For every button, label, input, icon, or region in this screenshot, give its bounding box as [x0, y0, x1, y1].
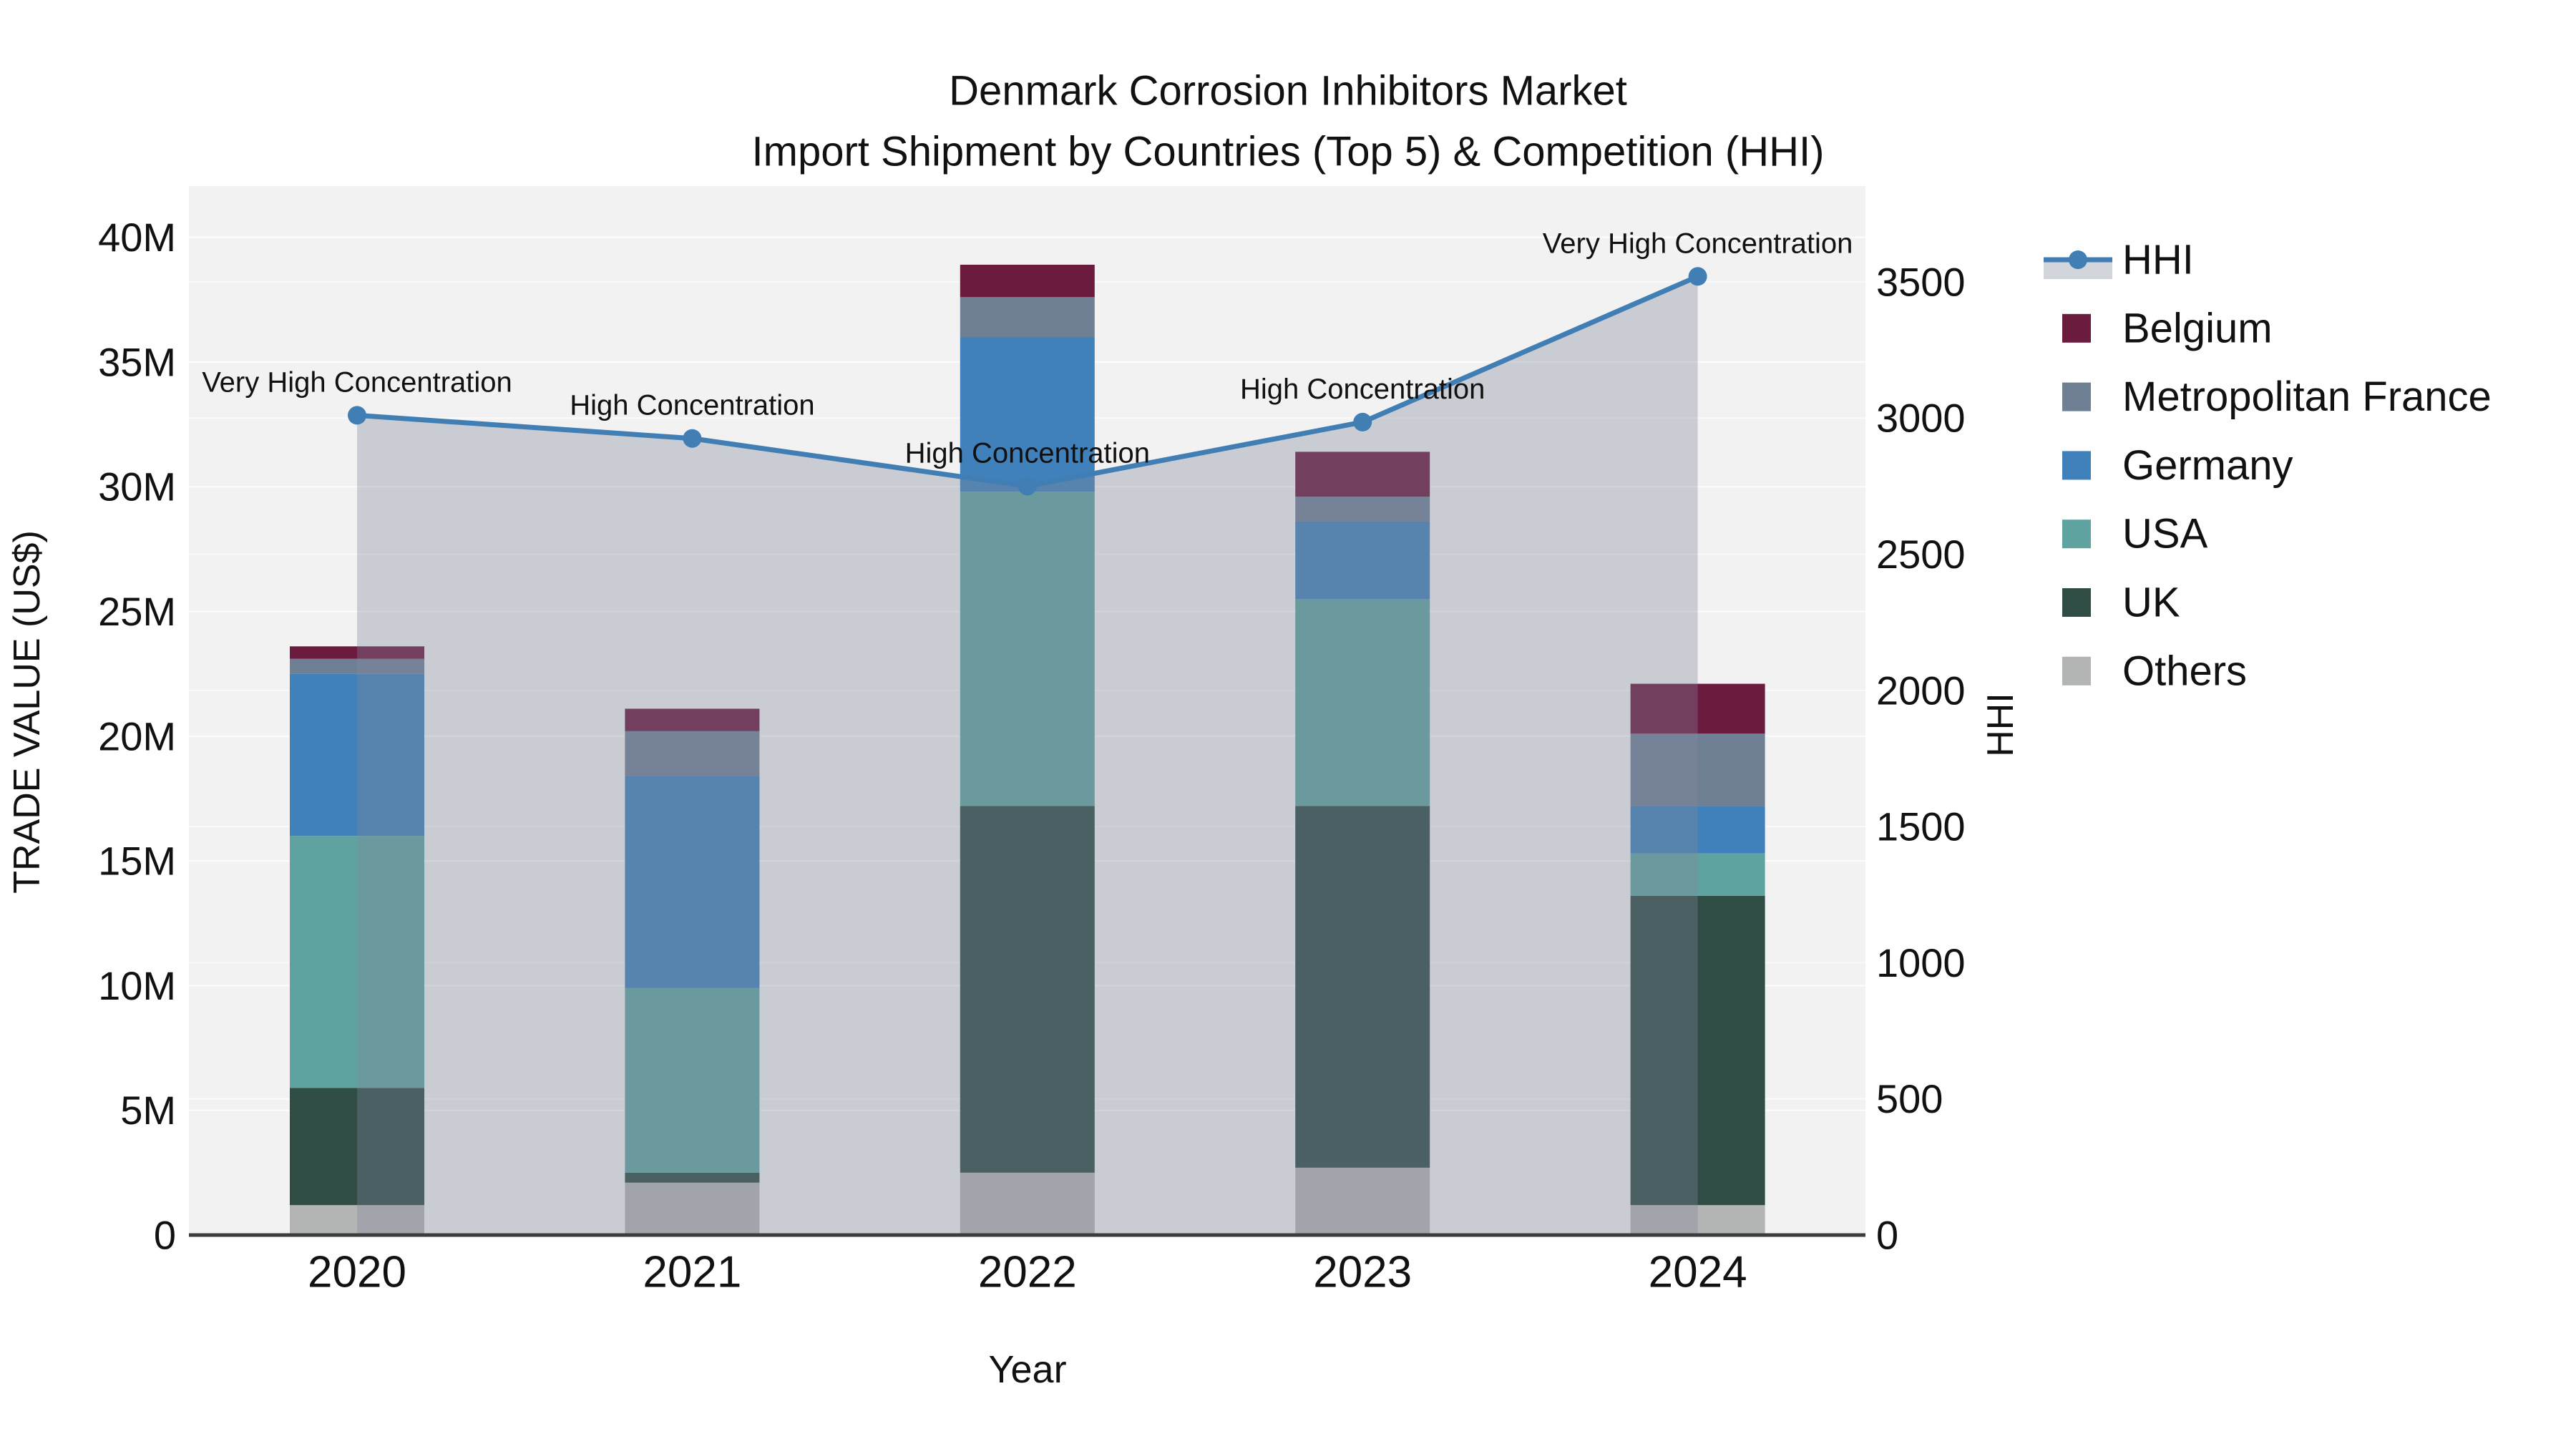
legend-label: USA — [2122, 511, 2208, 557]
hhi-point-marker-2020[interactable] — [348, 406, 366, 425]
bar-segment-2022-uk[interactable] — [960, 806, 1095, 1173]
bar-segment-2023-others[interactable] — [1295, 1167, 1430, 1235]
y-right-tick-label: 1500 — [1876, 804, 1966, 849]
legend-item-others[interactable]: Others — [2062, 648, 2247, 694]
bar-segment-2020-metropolitan-france[interactable] — [290, 658, 424, 674]
bar-segment-2022-usa[interactable] — [960, 492, 1095, 806]
hhi-annotation-2022: High Concentration — [905, 437, 1150, 469]
legend-layer: HHI Belgium Metropolitan France Germany USA U… — [2044, 237, 2492, 694]
bar-segment-2024-germany[interactable] — [1630, 806, 1765, 854]
bar-segment-2022-belgium[interactable] — [960, 264, 1095, 298]
y-right-axis-title: HHI — [1980, 693, 2021, 757]
hhi-area — [357, 276, 1698, 1236]
x-axis-title: Year — [988, 1348, 1066, 1391]
hhi-point-marker-2024[interactable] — [1688, 267, 1707, 286]
bar-segment-2023-metropolitan-france[interactable] — [1295, 497, 1430, 522]
bar-segment-2021-germany[interactable] — [625, 776, 760, 988]
bar-segment-2020-others[interactable] — [290, 1205, 424, 1235]
bar-segment-2023-germany[interactable] — [1295, 522, 1430, 600]
axes-layer: 0 5M 10M 15M 20M 25M 30M 35M 40M 0 500 1000 1500 2000… — [98, 215, 1966, 1297]
bar-segment-2022-metropolitan-france[interactable] — [960, 297, 1095, 338]
annotations-layer: Very High Concentration High Concentratio… — [202, 228, 1853, 469]
bar-segment-2023-uk[interactable] — [1295, 806, 1430, 1168]
legend-item-metropolitan-france[interactable]: Metropolitan France — [2062, 374, 2492, 420]
bar-segment-2020-uk[interactable] — [290, 1088, 424, 1206]
bar-segment-2020-belgium[interactable] — [290, 646, 424, 659]
hhi-annotation-2021: High Concentration — [570, 390, 814, 421]
legend-swatch — [2062, 656, 2091, 686]
legend-swatch — [2062, 451, 2091, 480]
bar-segment-2022-germany[interactable] — [960, 337, 1095, 492]
bar-segment-2020-usa[interactable] — [290, 836, 424, 1088]
hhi-point-marker-2023[interactable] — [1353, 412, 1372, 431]
bar-segment-2022-others[interactable] — [960, 1172, 1095, 1235]
bar-segment-2023-belgium[interactable] — [1295, 452, 1430, 497]
bar-segment-2024-belgium[interactable] — [1630, 683, 1765, 734]
legend-item-usa[interactable]: USA — [2062, 511, 2208, 557]
y-left-tick-label: 40M — [98, 215, 176, 260]
y-left-tick-label: 10M — [98, 963, 176, 1008]
x-tick-label-2023: 2023 — [1313, 1248, 1412, 1297]
legend-marker-dot-icon — [2069, 250, 2087, 269]
hhi-point-marker-2022[interactable] — [1018, 477, 1037, 496]
y-right-tick-label: 2000 — [1876, 668, 1966, 713]
bar-segment-2021-metropolitan-france[interactable] — [625, 731, 760, 776]
y-right-tick-label: 1000 — [1876, 940, 1966, 985]
hhi-annotation-2024: Very High Concentration — [1543, 228, 1853, 259]
bar-segment-2021-belgium[interactable] — [625, 708, 760, 731]
legend-item-germany[interactable]: Germany — [2062, 442, 2293, 489]
hhi-annotation-2023: High Concentration — [1240, 374, 1485, 405]
bars-layer — [290, 264, 1765, 1235]
y-right-tick-label: 3000 — [1876, 396, 1966, 441]
hhi-point-marker-2021[interactable] — [683, 429, 702, 448]
hhi-area-layer — [357, 276, 1698, 1236]
legend-swatch — [2062, 382, 2091, 411]
legend-swatch — [2062, 313, 2091, 343]
y-left-tick-label: 0 — [154, 1213, 176, 1258]
bar-segment-2021-uk[interactable] — [625, 1172, 760, 1183]
y-right-tick-label: 500 — [1876, 1076, 1943, 1121]
x-tick-label-2021: 2021 — [643, 1248, 741, 1297]
y-left-tick-label: 20M — [98, 713, 176, 758]
y-right-tick-label: 0 — [1876, 1213, 1898, 1258]
x-tick-label-2022: 2022 — [978, 1248, 1077, 1297]
bar-segment-2020-germany[interactable] — [290, 673, 424, 836]
y-right-tick-label: 2500 — [1876, 532, 1966, 577]
legend-item-uk[interactable]: UK — [2062, 580, 2180, 626]
y-left-tick-label: 15M — [98, 839, 176, 884]
legend-label: Germany — [2122, 442, 2293, 489]
y-left-tick-label: 35M — [98, 339, 176, 384]
legend-label: Metropolitan France — [2122, 374, 2492, 420]
chart-title-line-1: Denmark Corrosion Inhibitors Market — [949, 68, 1627, 114]
bar-segment-2024-others[interactable] — [1630, 1205, 1765, 1235]
x-tick-label-2020: 2020 — [308, 1248, 406, 1297]
x-tick-label-2024: 2024 — [1649, 1248, 1747, 1297]
chart-title-line-2: Import Shipment by Countries (Top 5) & C… — [752, 129, 1825, 175]
hhi-annotation-2020: Very High Concentration — [202, 366, 512, 398]
legend-item-hhi[interactable]: HHI — [2044, 237, 2194, 283]
hhi-line-layer — [348, 267, 1707, 496]
y-left-tick-label: 5M — [120, 1088, 176, 1133]
legend-label: Others — [2122, 648, 2247, 694]
legend-swatch — [2062, 588, 2091, 617]
bar-segment-2021-usa[interactable] — [625, 987, 760, 1173]
legend-swatch — [2062, 519, 2091, 549]
legend-label: UK — [2122, 580, 2180, 626]
bar-segment-2024-uk[interactable] — [1630, 895, 1765, 1206]
legend-label: HHI — [2122, 237, 2194, 283]
legend-label: Belgium — [2122, 305, 2273, 351]
y-left-tick-label: 30M — [98, 464, 176, 509]
bar-segment-2023-usa[interactable] — [1295, 599, 1430, 806]
bar-segment-2024-metropolitan-france[interactable] — [1630, 733, 1765, 806]
y-right-tick-label: 3500 — [1876, 259, 1966, 304]
bar-segment-2024-usa[interactable] — [1630, 853, 1765, 896]
y-left-tick-label: 25M — [98, 589, 176, 634]
legend-item-belgium[interactable]: Belgium — [2062, 305, 2273, 351]
y-left-axis-title: TRADE VALUE (US$) — [6, 530, 48, 894]
bar-segment-2021-others[interactable] — [625, 1182, 760, 1235]
